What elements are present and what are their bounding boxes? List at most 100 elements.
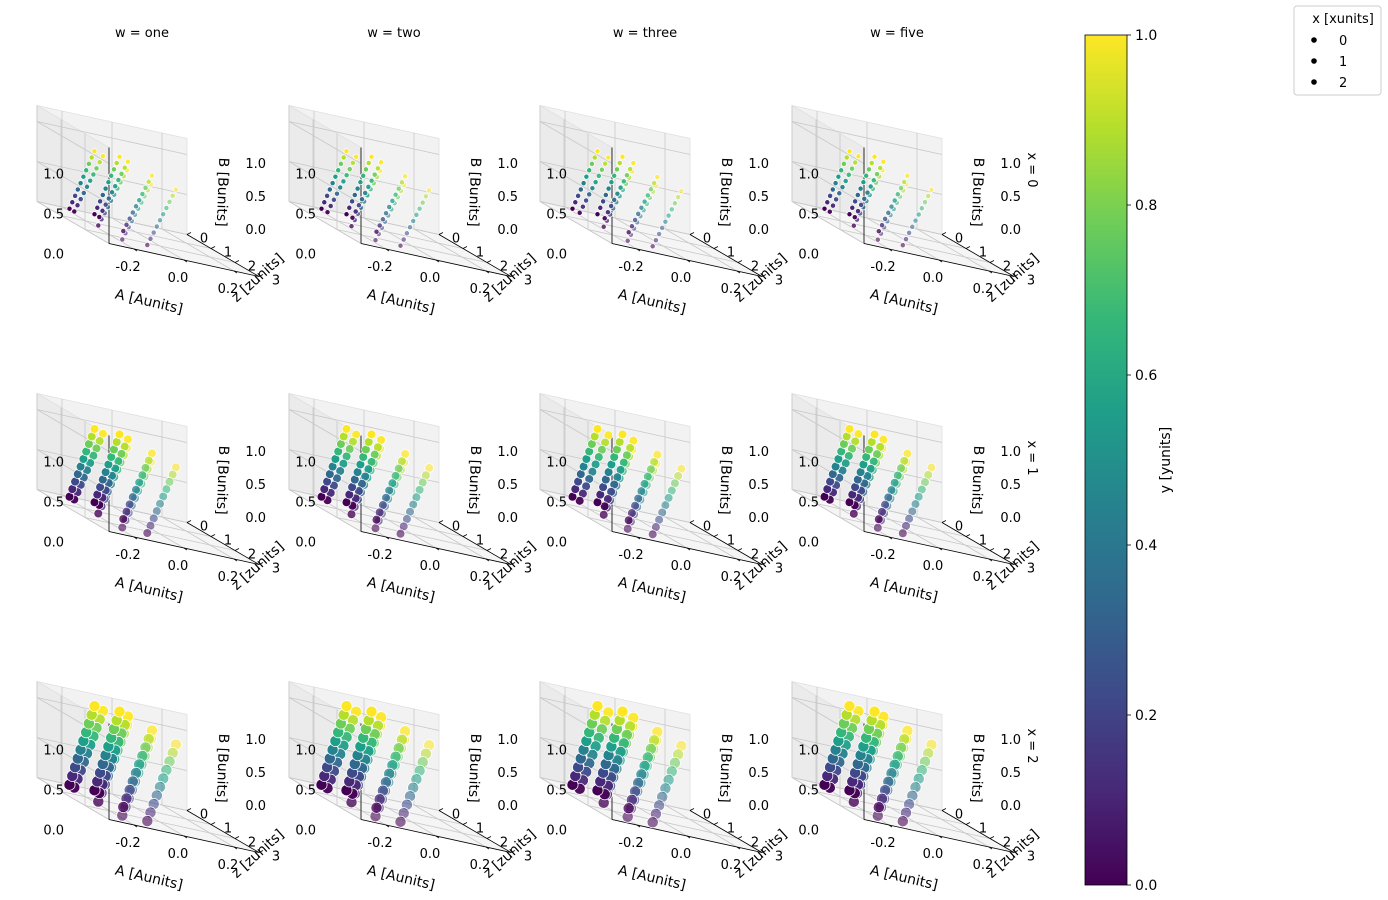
data-point [875, 228, 882, 235]
gridline [60, 503, 212, 537]
data-point [407, 224, 413, 231]
z-tick [462, 246, 468, 249]
a-tick [183, 259, 188, 263]
a-tick [233, 846, 238, 850]
data-point [120, 228, 127, 234]
z-tick [210, 246, 216, 249]
z-tick-label: 2 [1003, 548, 1011, 563]
a-tick [435, 547, 440, 551]
a-tick-label: 0.2 [721, 282, 742, 297]
data-point [99, 192, 106, 198]
b-tick-label-left: 0.0 [546, 536, 567, 551]
data-point [335, 167, 342, 174]
a-tick-label: 0.0 [923, 271, 944, 286]
gridline [539, 121, 691, 155]
data-point [343, 211, 350, 218]
colorbar-tick-label: 0.2 [1135, 708, 1157, 724]
gridline [539, 777, 613, 820]
gridline [312, 215, 464, 249]
data-point [928, 186, 935, 193]
b-tick-label-left: 1.0 [546, 744, 567, 759]
data-point [577, 186, 584, 193]
data-point [353, 153, 360, 160]
data-point [355, 202, 362, 209]
size-legend: x [xunits] 0 1 2 [1293, 5, 1382, 96]
data-point [95, 222, 102, 229]
gridline [161, 516, 235, 560]
gridline [36, 777, 188, 811]
data-point [868, 705, 881, 718]
b-tick-label-left: 0.5 [798, 208, 819, 223]
data-point [874, 236, 881, 243]
a-axis-label: A [Aunits] [869, 287, 940, 318]
a-tick-label: 0.0 [671, 847, 692, 862]
data-point [592, 179, 599, 186]
data-point [624, 237, 631, 244]
b-tick-label-left: 1.0 [546, 168, 567, 183]
data-point [318, 205, 325, 212]
a-axis-label: A [Aunits] [114, 575, 185, 606]
b-tick-label-left: 0.5 [798, 496, 819, 511]
data-point [324, 192, 331, 199]
z-tick [510, 274, 516, 277]
data-point [854, 192, 861, 198]
b-tick-label-left: 0.5 [798, 784, 819, 799]
z-axis-line [689, 234, 763, 277]
gridline [288, 121, 440, 155]
data-point [153, 223, 160, 230]
z-tick-label: 0 [200, 232, 208, 247]
b-tick-label-right: 0.5 [748, 478, 769, 493]
b-tick-label-right: 1.0 [1000, 733, 1021, 748]
z-tick-label: 0 [200, 520, 208, 535]
data-point [843, 154, 850, 161]
gridline [664, 516, 738, 560]
data-point [160, 211, 167, 218]
gridline [866, 217, 940, 261]
data-point [343, 172, 350, 179]
data-point [623, 515, 634, 526]
a-tick [938, 547, 943, 551]
data-point [337, 160, 344, 167]
z-tick [1013, 850, 1019, 853]
a-axis-label: A [Aunits] [114, 287, 185, 318]
data-point [922, 199, 928, 206]
gridline [791, 409, 943, 443]
b-axis-label: B [Bunits] [465, 733, 483, 803]
b-tick-label-left: 0.5 [546, 208, 567, 223]
z-axis-line [186, 810, 260, 853]
b-tick-label-right: 0.5 [1000, 190, 1021, 205]
z-tick-label: 3 [775, 274, 783, 289]
data-point [632, 217, 639, 223]
b-tick-label-right: 0.5 [748, 766, 769, 781]
a-tick-label: 0.0 [168, 271, 189, 286]
z-tick-label: 0 [200, 808, 208, 823]
z-tick [689, 232, 695, 235]
a-tick-label: -0.2 [870, 836, 895, 851]
a-tick-label: 0.0 [420, 559, 441, 574]
b-axis-label: B [Bunits] [213, 157, 231, 227]
data-point [394, 815, 407, 828]
data-point [872, 801, 885, 814]
z-tick-label: 1 [979, 534, 987, 549]
data-point [649, 243, 656, 250]
a-tick [133, 536, 138, 540]
gridline [36, 697, 188, 731]
data-point [77, 180, 84, 187]
data-point [166, 198, 173, 205]
a-tick [736, 558, 741, 562]
data-point [374, 165, 381, 172]
b-tick-label-right: 0.5 [245, 478, 266, 493]
a-tick [636, 248, 641, 252]
a-tick [435, 259, 440, 263]
data-point [611, 172, 618, 179]
z-tick-label: 1 [224, 246, 232, 261]
data-point [646, 816, 659, 829]
gridline [564, 206, 638, 250]
b-tick-label-right: 0.5 [245, 766, 266, 781]
data-point [110, 166, 117, 173]
a-tick-label: -0.2 [618, 260, 643, 275]
b-tick-label-right: 0.5 [748, 190, 769, 205]
data-point [885, 209, 892, 216]
